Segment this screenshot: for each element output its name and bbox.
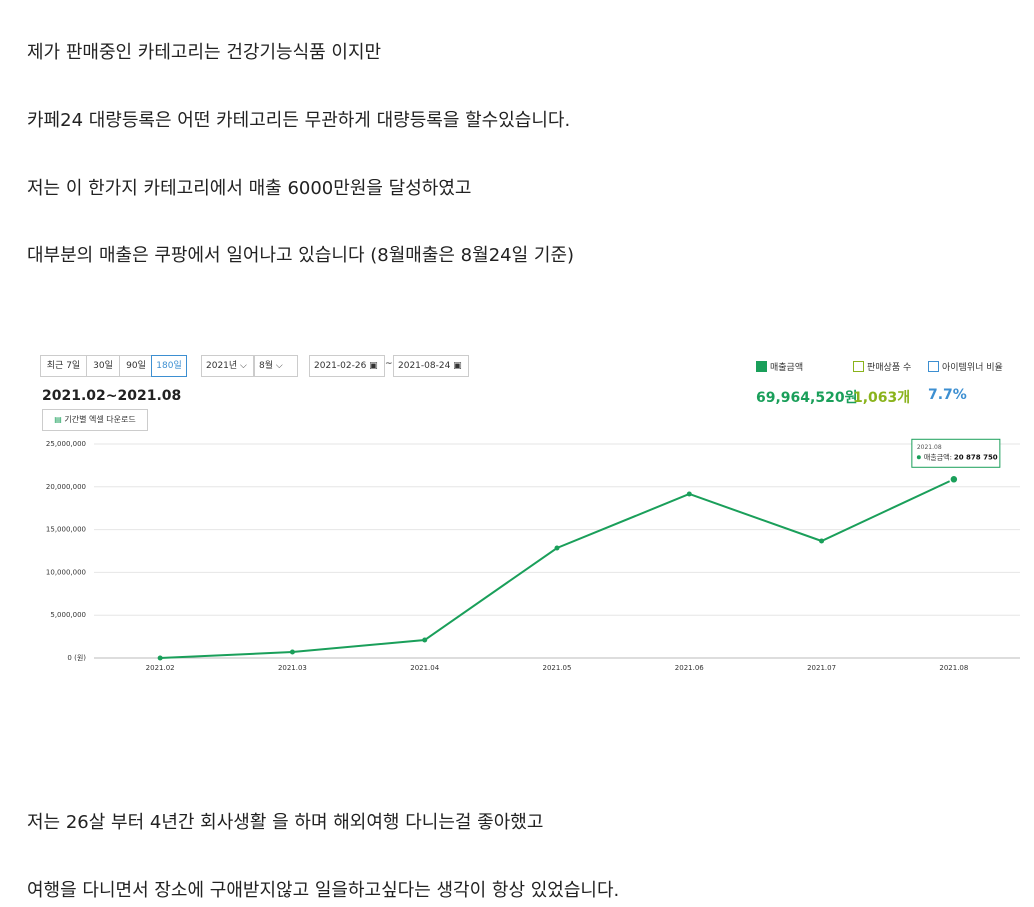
- download: 기간별 엑셀 다운로드: [64, 415, 136, 424]
- y-tick-label: 20,000,000: [46, 483, 86, 491]
- separator: ~: [385, 359, 393, 369]
- metric-value: 69,964,520원: [756, 390, 858, 406]
- y-tick-label: 15,000,000: [46, 526, 86, 534]
- x-tick-label: 2021.06: [675, 664, 704, 672]
- paragraph: 저는 26살 부터 4년간 회사생활 을 하며 해외여행 다니는걸 좋아했고: [27, 812, 544, 833]
- legend-entry[interactable]: 아이템위너 비율: [942, 363, 1003, 373]
- paragraph: 여행을 다니면서 장소에 구애받지않고 일을하고싶다는 생각이 항상 있었습니다…: [27, 880, 620, 901]
- x-tick-label: 2021.04: [410, 664, 439, 672]
- period-button[interactable]: 180일: [151, 355, 187, 377]
- chart: 0 (원) 5,000,000 10,000,000 15,000,000 20,000…: [46, 438, 1020, 672]
- year: 2021년: [206, 361, 238, 371]
- tooltip-dot: [916, 455, 921, 460]
- end-date[interactable]: 2021-08-24 ▣: [393, 355, 469, 377]
- x-tick-label: 2021.07: [807, 664, 836, 672]
- date: 2021-08-24: [398, 361, 451, 371]
- range: 2021.02~2021.08: [42, 388, 182, 404]
- year-select[interactable]: 2021년 ⌵: [201, 355, 254, 377]
- y-tick-label: 0 (원): [67, 653, 86, 662]
- tooltip-date: 2021.08: [917, 444, 942, 451]
- legend-box: [756, 361, 767, 372]
- month-select[interactable]: 8월 ⌵: [254, 355, 298, 377]
- point: [157, 655, 163, 661]
- legend-entry[interactable]: 매출금액: [770, 363, 804, 373]
- x-tick-label: 2021.03: [278, 664, 307, 672]
- x-tick-label: 2021.08: [939, 664, 968, 672]
- legend-entry[interactable]: 판매상품 수: [867, 363, 912, 373]
- point: [554, 545, 560, 551]
- value-label: 20 878 750: [954, 453, 998, 461]
- date: 2021-02-26: [314, 361, 367, 371]
- point: [422, 637, 428, 643]
- point: [289, 649, 295, 655]
- tooltip-box: [911, 438, 1001, 468]
- line: [160, 478, 955, 659]
- legend-box: [853, 361, 864, 372]
- paragraph: 제가 판매중인 카테고리는 건강기능식품 이지만: [27, 42, 382, 63]
- y-tick-label: 25,000,000: [46, 440, 86, 448]
- paragraph: 대부분의 매출은 쿠팡에서 일어나고 있습니다 (8월매출은 8월24일 기준): [27, 245, 575, 266]
- x-tick-label: 2021.05: [543, 664, 572, 672]
- month: 8월: [259, 361, 274, 371]
- paragraph: 저는 이 한가지 카테고리에서 매출 6000만원을 달성하였고: [27, 178, 472, 199]
- x-tick-label: 2021.02: [146, 664, 175, 672]
- legend-box: [928, 361, 939, 372]
- paragraph: 카페24 대량등록은 어떤 카테고리든 무관하게 대량등록을 할수있습니다.: [27, 110, 571, 131]
- download-button[interactable]: ▤ 기간별 엑셀 다운로드: [42, 409, 148, 431]
- metric-value: 1,063개: [853, 390, 911, 406]
- start-date[interactable]: 2021-02-26 ▣: [309, 355, 385, 377]
- point: [949, 474, 959, 485]
- excel-icon: ▤: [54, 415, 62, 424]
- point: [819, 538, 825, 544]
- y-tick-label: 10,000,000: [46, 568, 86, 576]
- point: [686, 491, 692, 497]
- tooltip-label: 매출금액:: [924, 452, 952, 461]
- metric-value: 7.7%: [928, 387, 967, 403]
- y-tick-label: 5,000,000: [50, 611, 86, 619]
